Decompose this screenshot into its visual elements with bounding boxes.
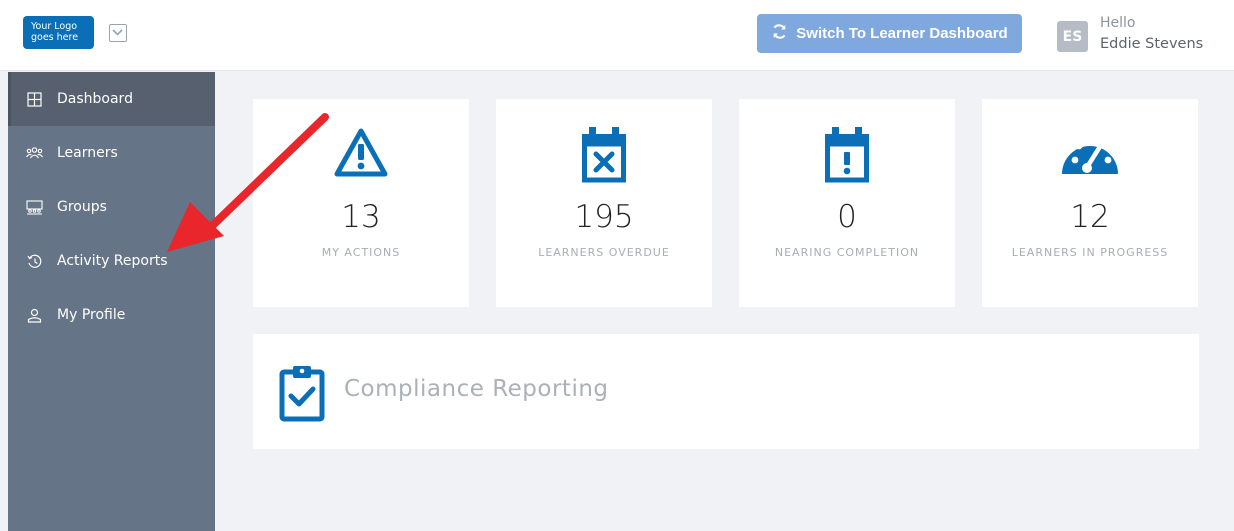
sidebar-item-label: My Profile	[57, 307, 126, 323]
sidebar-item-dashboard[interactable]: Dashboard	[8, 72, 215, 126]
sidebar-item-label: Groups	[57, 199, 107, 215]
stat-label: NEARING COMPLETION	[774, 246, 920, 259]
logo-line-2: goes here	[31, 32, 79, 43]
sidebar-item-activity-reports[interactable]: Activity Reports	[8, 234, 215, 288]
calendar-exclamation-icon	[823, 127, 871, 187]
stat-label: LEARNERS OVERDUE	[538, 246, 670, 259]
avatar[interactable]: ES	[1057, 21, 1088, 52]
warning-triangle-icon	[333, 127, 389, 183]
stat-value: 12	[1070, 199, 1110, 235]
users-icon	[25, 144, 43, 162]
groups-icon	[25, 198, 43, 216]
logo-line-1: Your Logo	[31, 21, 78, 32]
history-icon	[25, 252, 43, 270]
calendar-x-icon	[580, 127, 628, 187]
greeting-text: Hello	[1100, 15, 1136, 31]
chevron-down-icon[interactable]	[109, 24, 127, 42]
compliance-title: Compliance Reporting	[344, 376, 609, 402]
gauge-icon	[1058, 130, 1122, 180]
sidebar: Dashboard Learners Groups Activity Repor…	[8, 72, 215, 531]
user-name[interactable]: Eddie Stevens	[1100, 36, 1204, 52]
compliance-reporting-panel[interactable]: Compliance Reporting	[253, 334, 1199, 449]
stat-card-nearing-completion[interactable]: 0 NEARING COMPLETION	[739, 99, 955, 307]
user-icon	[25, 306, 43, 324]
sidebar-item-label: Dashboard	[57, 91, 133, 107]
switch-button-label: Switch To Learner Dashboard	[796, 25, 1008, 42]
stat-label: LEARNERS IN PROGRESS	[1011, 246, 1169, 259]
logo[interactable]: Your Logo goes here	[23, 16, 94, 49]
stat-value: 13	[341, 199, 381, 235]
sidebar-item-groups[interactable]: Groups	[8, 180, 215, 234]
clipboard-check-icon	[279, 364, 325, 426]
stat-card-learners-in-progress[interactable]: 12 LEARNERS IN PROGRESS	[982, 99, 1198, 307]
sidebar-item-my-profile[interactable]: My Profile	[8, 288, 215, 342]
top-header: Your Logo goes here Switch To Learner Da…	[0, 0, 1234, 71]
dashboard-grid-icon	[25, 90, 43, 108]
sidebar-item-learners[interactable]: Learners	[8, 126, 215, 180]
stat-card-my-actions[interactable]: 13 MY ACTIONS	[253, 99, 469, 307]
stat-card-learners-overdue[interactable]: 195 LEARNERS OVERDUE	[496, 99, 712, 307]
sidebar-item-label: Activity Reports	[57, 253, 168, 269]
stat-value: 195	[574, 199, 634, 235]
switch-to-learner-dashboard-button[interactable]: Switch To Learner Dashboard	[757, 14, 1022, 53]
stat-label: MY ACTIONS	[321, 246, 401, 259]
sidebar-item-label: Learners	[57, 145, 118, 161]
sync-icon	[771, 23, 788, 44]
stat-value: 0	[837, 199, 857, 235]
